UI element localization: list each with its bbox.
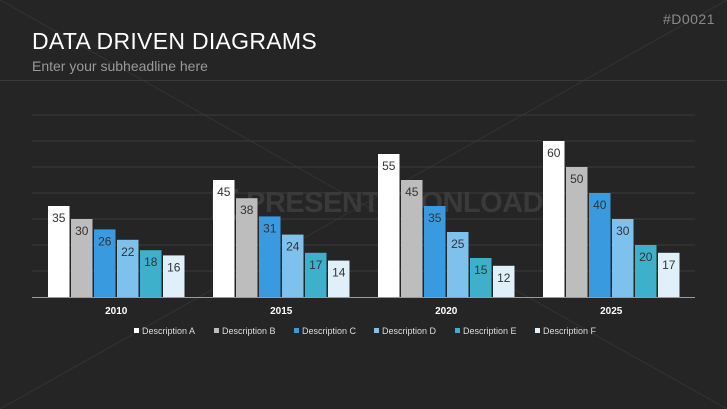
bar [117,239,139,297]
header-divider [0,80,727,81]
x-tick-label: 2020 [435,306,458,317]
bar [163,255,185,297]
bar [493,265,515,297]
bar [328,260,350,297]
bar-value-label: 30 [616,224,630,238]
legend-label: Description E [463,326,517,336]
bar [612,219,634,297]
bar-value-label: 24 [286,240,300,254]
bar-value-label: 50 [570,172,584,186]
bar [140,250,162,297]
bar-value-label: 15 [474,263,488,277]
legend-label: Description C [302,326,357,336]
x-tick-label: 2015 [270,306,293,317]
legend-swatch [214,328,219,333]
legend: Description A Description B Description C D… [134,326,597,336]
legend-label: Description D [382,326,437,336]
bar-value-label: 31 [263,221,277,235]
bar-value-label: 22 [121,245,135,259]
bar-value-label: 55 [382,159,396,173]
bar [259,216,281,297]
bar-value-label: 35 [428,211,442,225]
bar [424,206,446,297]
bar [658,252,680,297]
bar-value-label: 17 [662,258,676,272]
x-tick-label: 2025 [600,306,623,317]
bar-value-label: 16 [167,260,181,274]
bar-value-label: 17 [309,258,323,272]
legend-label: Description F [543,326,597,336]
bar [635,245,657,297]
x-tick-label: 2010 [105,306,128,317]
bar-value-label: 26 [98,234,112,248]
bar-value-label: 12 [497,271,511,285]
bar-value-label: 45 [217,185,231,199]
bar [71,219,93,297]
bar-group-2025: 60 50 40 30 20 17 [543,141,680,297]
bar [447,232,469,297]
bar-value-label: 40 [593,198,607,212]
bar-value-label: 20 [639,250,653,264]
page-subtitle: Enter your subheadline here [32,58,208,74]
legend-label: Description B [222,326,276,336]
bar [282,234,304,297]
bar [236,198,258,297]
slide-id: #D0021 [662,11,715,27]
bar [543,141,565,297]
bar [566,167,588,297]
bar-value-label: 30 [75,224,89,238]
bar [470,258,492,297]
bar [401,180,423,297]
bar-group-2010: 35 30 26 22 18 16 [48,206,185,297]
bar [589,193,611,297]
bar-value-label: 18 [144,255,158,269]
bar [378,154,400,297]
bar-value-label: 45 [405,185,419,199]
bar-group-2020: 55 45 35 25 15 12 [378,154,515,297]
legend-swatch [455,328,460,333]
bar-group-2015: 45 38 31 24 17 14 [213,180,350,297]
bar [213,180,235,297]
legend-label: Description A [142,326,195,336]
page-title: DATA DRIVEN DIAGRAMS [32,28,318,54]
legend-swatch [294,328,299,333]
bar-value-label: 38 [240,203,254,217]
legend-swatch [134,328,139,333]
legend-swatch [374,328,379,333]
bar-value-label: 60 [547,146,561,160]
legend-swatch [535,328,540,333]
bar [48,206,70,297]
bar-value-label: 25 [451,237,465,251]
bar-value-label: 14 [332,266,346,280]
bar [305,252,327,297]
bar-value-label: 35 [52,211,66,225]
bar [94,229,116,297]
